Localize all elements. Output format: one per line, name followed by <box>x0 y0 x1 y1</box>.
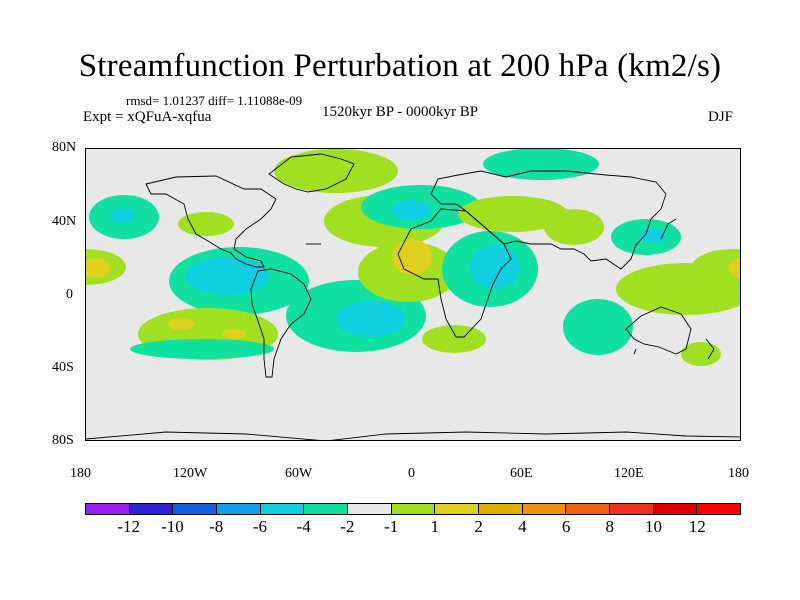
lat-label: 40S <box>52 360 74 375</box>
positive-region <box>274 149 398 193</box>
experiment-label: Expt = xQFuA-xqfua <box>83 109 212 125</box>
coastlines <box>86 153 740 440</box>
colorbar-swatch <box>129 504 174 514</box>
colorbar-swatch <box>522 504 567 514</box>
positive-region <box>544 209 604 245</box>
negative-core <box>391 200 431 220</box>
period-label: 1520kyr BP - 0000kyr BP <box>322 104 479 120</box>
colorbar-label: -12 <box>117 517 141 536</box>
stats-text: rmsd= 1.01237 diff= 1.11088e-09 <box>126 93 303 108</box>
positive-region <box>692 249 740 285</box>
negative-core <box>639 229 667 243</box>
colorbar-swatch <box>173 504 218 514</box>
map-svg <box>86 149 740 440</box>
colorbar <box>85 503 741 515</box>
negative-region <box>130 339 274 359</box>
lat-label: 40N <box>52 214 77 229</box>
anomaly-fields <box>86 149 740 366</box>
colorbar-swatch <box>435 504 480 514</box>
lon-label: 120W <box>173 466 208 481</box>
lon-label: 120E <box>614 466 644 481</box>
positive-core <box>728 258 740 278</box>
lat-label: 0 <box>66 287 73 302</box>
colorbar-label: 8 <box>605 517 615 536</box>
colorbar-swatch <box>86 504 130 514</box>
lat-label: 80S <box>52 433 74 448</box>
negative-core <box>336 301 406 337</box>
negative-region <box>563 299 633 355</box>
colorbar-label: -8 <box>209 517 224 536</box>
season-label: DJF <box>708 109 734 125</box>
colorbar-swatch <box>260 504 305 514</box>
colorbar-label: -1 <box>384 517 399 536</box>
lon-label: 180 <box>70 466 91 481</box>
colorbar-swatch <box>348 504 392 514</box>
negative-region <box>483 149 599 180</box>
colorbar-swatch <box>391 504 436 514</box>
colorbar-label: 6 <box>561 517 571 536</box>
colorbar-label: -6 <box>252 517 267 536</box>
chart-title: Streamfunction Perturbation at 200 hPa (… <box>78 48 722 84</box>
colorbar-label: -10 <box>161 517 184 536</box>
colorbar-swatch <box>610 504 654 514</box>
colorbar-label: -4 <box>296 517 311 536</box>
colorbar-label: 10 <box>645 517 663 536</box>
colorbar-label: 1 <box>430 517 440 536</box>
colorbar-swatch <box>479 504 523 514</box>
colorbar-label: -2 <box>340 517 355 536</box>
positive-core <box>86 258 110 278</box>
colorbar-label: 4 <box>518 517 527 536</box>
positive-core <box>222 329 246 339</box>
colorbar-swatch <box>217 504 261 514</box>
negative-core <box>185 257 269 295</box>
positive-region <box>681 342 721 366</box>
colorbar-swatch <box>304 504 349 514</box>
colorbar-swatch <box>653 504 698 514</box>
positive-region <box>178 212 234 236</box>
colorbar-label: 12 <box>688 517 706 536</box>
colorbar-swatch <box>566 504 611 514</box>
positive-region <box>458 196 568 232</box>
colorbar-swatch <box>697 504 741 514</box>
map-panel <box>85 148 741 441</box>
positive-core <box>167 318 195 330</box>
lon-label: 60W <box>285 466 313 481</box>
negative-core <box>470 245 520 289</box>
lon-label: 180 <box>728 466 749 481</box>
negative-core <box>110 208 136 224</box>
colorbar-label: 2 <box>474 517 483 536</box>
lon-label: 60E <box>510 466 533 481</box>
positive-region <box>422 325 486 353</box>
lon-label: 0 <box>408 466 415 481</box>
lat-label: 80N <box>52 140 77 155</box>
positive-core <box>392 239 432 275</box>
